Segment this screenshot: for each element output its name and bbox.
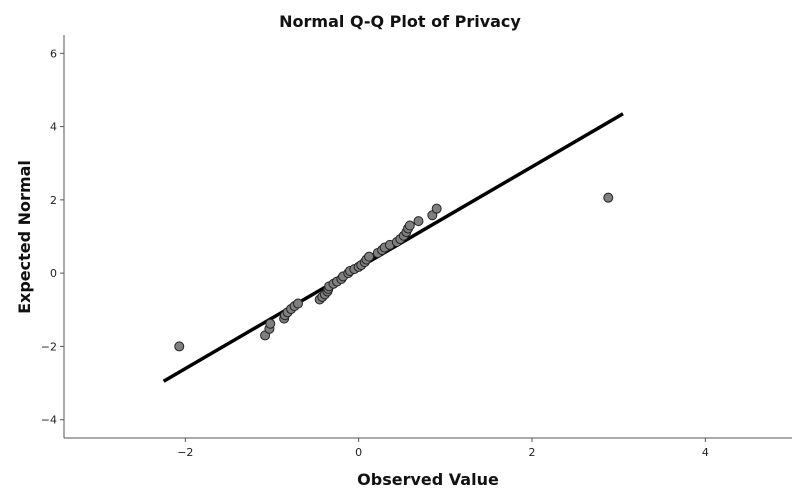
- y-tick-label: −4: [41, 414, 57, 427]
- y-axis-label: Expected Normal: [15, 160, 34, 314]
- x-axis-label: Observed Value: [357, 470, 499, 489]
- y-tick-label: 0: [50, 267, 57, 280]
- y-axis-ticks: −4 −2 0 2 4 6: [41, 47, 64, 427]
- x-tick-label: 2: [529, 446, 536, 459]
- data-point: [265, 318, 276, 329]
- data-point: [431, 203, 442, 214]
- x-tick-label: 4: [702, 446, 709, 459]
- x-axis-ticks: −2 0 2 4: [177, 438, 709, 459]
- x-tick-label: −2: [177, 446, 193, 459]
- data-point: [603, 192, 614, 203]
- y-tick-label: 4: [50, 121, 57, 134]
- data-point: [413, 216, 424, 227]
- y-tick-label: 6: [50, 47, 57, 60]
- y-tick-label: −2: [41, 340, 57, 353]
- x-tick-label: 0: [355, 446, 362, 459]
- y-tick-label: 2: [50, 194, 57, 207]
- data-point: [174, 341, 185, 352]
- chart-title: Normal Q-Q Plot of Privacy: [279, 12, 521, 31]
- data-point: [293, 298, 303, 309]
- data-points: [174, 192, 614, 352]
- data-point: [404, 220, 415, 231]
- data-point: [364, 251, 375, 262]
